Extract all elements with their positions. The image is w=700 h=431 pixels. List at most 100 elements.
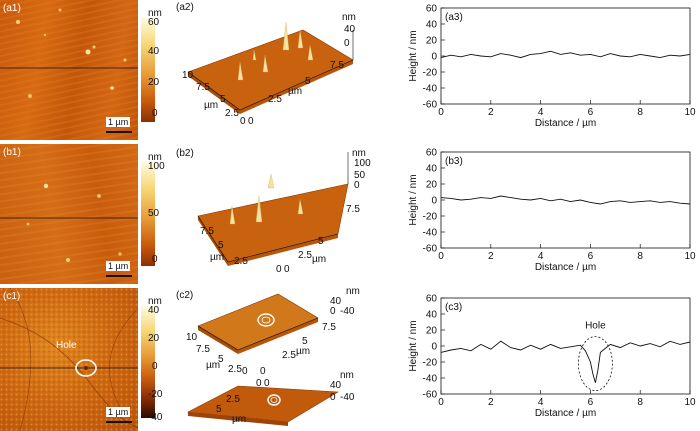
- panel-label: (c3): [445, 302, 462, 313]
- scale-bar-label: 1 µm: [106, 261, 131, 271]
- axis-tick: 7.5: [196, 344, 210, 355]
- axis-tick: 2.5: [282, 350, 296, 361]
- axis-tick: 2.5: [226, 394, 240, 405]
- axis-tick: 5: [302, 336, 308, 347]
- x-tick-label: 8: [637, 397, 643, 408]
- axis-tick: 0: [256, 378, 262, 389]
- y-tick-label: 0: [431, 52, 437, 63]
- axis-tick: 5: [318, 236, 324, 247]
- afm-image-c1: (c1) Hole 1 µm: [0, 288, 138, 431]
- axis-tick: 0: [240, 116, 246, 127]
- x-tick-label: 4: [538, 107, 544, 118]
- x-tick-label: 6: [588, 397, 594, 408]
- z-tick: 50: [354, 170, 366, 181]
- axis-tick: 5: [305, 76, 311, 87]
- z-unit: nm: [346, 286, 360, 297]
- view3d-b2: [197, 152, 349, 266]
- hole-annotation-label: Hole: [585, 320, 606, 331]
- y-axis-label: Height / nm: [408, 320, 419, 371]
- scale-bar: [106, 421, 132, 423]
- y-tick-label: -40: [423, 374, 438, 385]
- axis-tick: 0: [264, 378, 270, 389]
- x-tick-label: 8: [637, 107, 643, 118]
- colorbar-tick: 100: [148, 161, 165, 172]
- y-tick-label: 20: [426, 36, 438, 47]
- hole-label: Hole: [56, 340, 77, 351]
- x-tick-label: 6: [588, 107, 594, 118]
- axis-tick: 7.5: [330, 60, 344, 71]
- x-tick-label: 0: [438, 107, 444, 118]
- view3d-a2: [187, 21, 354, 114]
- axis-tick: 2.5: [228, 364, 242, 375]
- panel-label-a1: (a1): [3, 3, 21, 14]
- x-tick-label: 2: [488, 107, 494, 118]
- axis-tick: 2.5: [268, 94, 282, 105]
- axis-tick: 7.5: [196, 82, 210, 93]
- y-tick-label: -60: [423, 244, 438, 255]
- axis-tick: 0: [242, 366, 248, 377]
- axis-tick: 7.5: [346, 204, 360, 215]
- z-tick: 0: [344, 38, 350, 49]
- x-tick-label: 2: [488, 397, 494, 408]
- x-tick-label: 10: [684, 397, 696, 408]
- z-tick: 40: [330, 296, 342, 307]
- z-tick: 40: [344, 24, 356, 35]
- x-tick-label: 4: [538, 251, 544, 262]
- y-tick-label: -20: [423, 68, 438, 79]
- x-tick-label: 6: [588, 251, 594, 262]
- y-tick-label: -60: [423, 100, 438, 111]
- y-tick-label: 20: [426, 326, 438, 337]
- x-axis-label: Distance / µm: [535, 408, 596, 419]
- panel-label: (b3): [445, 156, 463, 167]
- series-line: [440, 340, 691, 383]
- colorbar-tick: 0: [152, 361, 158, 372]
- axis-tick: 2.5: [298, 250, 312, 261]
- afm-texture: [0, 144, 138, 284]
- panel-label-b1: (b1): [3, 147, 21, 158]
- series-line: [440, 50, 691, 59]
- colorbar-tick: 40: [148, 305, 160, 316]
- z-unit: nm: [340, 370, 354, 381]
- view3d-c2-upper: [197, 293, 319, 354]
- panel-label: (a3): [445, 12, 463, 23]
- colorbar-b1: [141, 162, 155, 266]
- colorbar-a1: [141, 18, 155, 122]
- x-tick-label: 4: [538, 397, 544, 408]
- colorbar-unit: nm: [148, 296, 162, 307]
- y-tick-label: 0: [431, 342, 437, 353]
- y-axis-label: Height / nm: [408, 174, 419, 225]
- axis-tick: 5: [216, 404, 222, 415]
- hole-annotation-circle: [577, 336, 613, 392]
- y-tick-label: 60: [426, 148, 438, 159]
- axis-tick: 10: [182, 70, 194, 81]
- axis-tick: 5: [218, 240, 224, 251]
- panel-label-c1: (c1): [3, 291, 21, 302]
- axis-tick: 5: [218, 354, 224, 365]
- panel-label-c2: (c2): [176, 290, 194, 301]
- colorbar-c1: [141, 306, 155, 418]
- scale-bar-label: 1 µm: [106, 117, 131, 127]
- z-tick: 0: [354, 180, 360, 191]
- afm-texture: [0, 0, 138, 140]
- axis-unit: µm: [210, 252, 225, 263]
- z-tick: 0: [330, 306, 336, 317]
- scale-bar-label: 1 µm: [106, 407, 131, 417]
- x-axis-label: Distance / µm: [535, 118, 596, 129]
- axis-tick: 2.5: [225, 108, 239, 119]
- afm-image-a1: (a1) 1 µm: [0, 0, 138, 140]
- axis-tick: 7.5: [322, 322, 336, 333]
- y-tick-label: 60: [426, 294, 438, 305]
- axis-tick: 0: [276, 264, 282, 275]
- y-tick-label: 40: [426, 20, 438, 31]
- x-axis-label: Distance / µm: [535, 262, 596, 273]
- z-tick: 100: [354, 158, 371, 169]
- y-tick-label: 20: [426, 180, 438, 191]
- x-tick-label: 0: [438, 397, 444, 408]
- y-tick-label: -40: [423, 84, 438, 95]
- scale-bar: [106, 275, 132, 277]
- axis-tick: 2.5: [234, 256, 248, 267]
- colorbar-tick: 20: [148, 77, 160, 88]
- axis-tick: 5: [220, 94, 226, 105]
- colorbar-unit: nm: [148, 152, 162, 163]
- axis-tick: 0: [260, 366, 266, 377]
